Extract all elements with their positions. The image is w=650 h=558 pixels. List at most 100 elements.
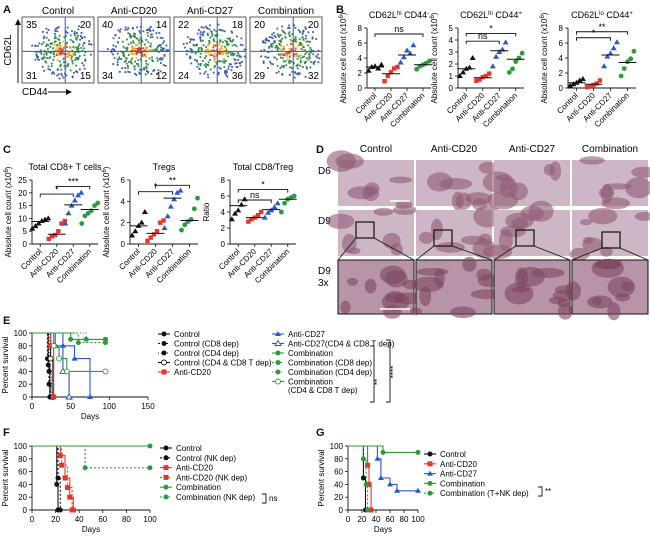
flow-event-dot <box>276 46 279 48</box>
data-point <box>588 84 593 89</box>
significance-label: ns <box>269 494 277 503</box>
flow-event-dot <box>288 56 291 58</box>
flow-event-dot <box>213 28 216 31</box>
flow-event-dot <box>136 26 138 29</box>
flow-event-dot <box>219 49 221 52</box>
flow-event-dot <box>272 32 275 34</box>
flow-event-dot <box>152 70 155 72</box>
y-tick-label: 0 <box>221 240 226 249</box>
flow-event-dot <box>263 41 265 44</box>
flow-event-dot <box>189 41 191 44</box>
flow-event-dot <box>209 36 212 39</box>
data-point <box>35 220 42 226</box>
flow-event-dot <box>212 38 215 41</box>
flow-event-dot <box>204 57 206 59</box>
tissue-region <box>392 205 417 215</box>
flow-event-dot <box>221 45 223 47</box>
flow-event-dot <box>296 53 298 56</box>
flow-event-dot <box>112 63 115 65</box>
flow-event-dot <box>59 42 61 45</box>
flow-x-axis-label: CD44 <box>22 87 48 98</box>
flow-event-dot <box>273 35 276 37</box>
flow-event-dot <box>156 59 159 62</box>
flow-event-dot <box>66 46 68 48</box>
flow-event-dot <box>76 57 79 59</box>
flow-event-dot <box>280 45 283 47</box>
flow-event-dot <box>289 66 292 69</box>
data-point <box>395 64 400 70</box>
flow-event-dot <box>138 71 141 74</box>
flow-event-dot <box>130 41 132 44</box>
flow-event-dot <box>216 51 219 54</box>
flow-event-dot <box>219 67 222 70</box>
flow-event-dot <box>75 37 77 40</box>
flow-event-dot <box>147 49 150 52</box>
data-point <box>382 79 387 84</box>
flow-event-dot <box>286 44 289 46</box>
legend-label: Control (CD4 & CD8 T dep) <box>174 359 272 368</box>
flow-event-dot <box>310 51 313 54</box>
flow-event-dot <box>63 36 66 39</box>
y-tick-label: 80 <box>334 455 343 464</box>
legend-label: Anti-CD20 <box>176 464 213 473</box>
flow-event-dot <box>135 74 138 76</box>
flow-event-dot <box>225 69 228 72</box>
flow-event-dot <box>195 44 197 47</box>
tissue-region <box>342 233 357 254</box>
survival-event-marker <box>48 343 54 349</box>
flow-event-dot <box>226 75 229 78</box>
y-tick-label: 4 <box>121 197 126 206</box>
flow-event-dot <box>149 26 152 28</box>
flow-event-dot <box>57 47 59 50</box>
y-tick-label: 6 <box>559 39 564 48</box>
data-point <box>49 234 55 239</box>
flow-event-dot <box>133 52 136 55</box>
flow-event-dot <box>53 55 56 58</box>
significance-bracket <box>39 193 74 198</box>
data-point <box>404 47 410 53</box>
flow-event-dot <box>297 44 300 46</box>
flow-event-dot <box>138 51 140 53</box>
flow-event-dot <box>61 52 64 55</box>
flow-event-dot <box>264 55 267 58</box>
flow-event-dot <box>75 70 78 73</box>
flow-event-dot <box>231 40 233 43</box>
survival-curve <box>32 332 91 397</box>
flow-event-dot <box>290 49 293 52</box>
y-tick-label: 0 <box>559 84 564 93</box>
tissue-region <box>603 183 632 190</box>
flow-event-dot <box>281 25 284 28</box>
flow-event-dot <box>305 34 307 37</box>
flow-event-dot <box>199 31 202 33</box>
flow-event-dot <box>47 39 50 41</box>
flow-event-dot <box>286 51 289 54</box>
flow-event-dot <box>273 40 276 43</box>
y-tick-label: 15 <box>18 202 27 211</box>
flow-event-dot <box>310 48 313 51</box>
legend-swatch-marker <box>427 451 433 457</box>
flow-event-dot <box>299 57 302 60</box>
flow-event-dot <box>202 34 205 37</box>
flow-event-dot <box>239 43 242 46</box>
x-tick-label: 60 <box>386 515 395 524</box>
flow-event-dot <box>227 65 230 68</box>
legend-swatch-marker <box>427 490 433 496</box>
significance-label: *** <box>68 176 79 186</box>
flow-event-dot <box>211 33 213 35</box>
flow-event-dot <box>200 46 202 49</box>
flow-event-dot <box>122 45 125 48</box>
flow-event-dot <box>80 47 83 49</box>
y-tick-label: 6 <box>221 192 226 201</box>
flow-event-dot <box>126 64 129 67</box>
flow-event-dot <box>71 30 73 32</box>
quadrant-value-lr: 32 <box>308 71 320 82</box>
data-point <box>469 55 476 60</box>
flow-event-dot <box>289 35 291 38</box>
y-tick-label: 0 <box>23 393 28 402</box>
tissue-region <box>419 231 434 244</box>
flow-event-dot <box>229 40 232 42</box>
flow-event-dot <box>71 60 74 62</box>
flow-event-dot <box>205 25 207 28</box>
legend-label: Control (NK dep) <box>176 454 236 463</box>
flow-event-dot <box>204 70 207 73</box>
